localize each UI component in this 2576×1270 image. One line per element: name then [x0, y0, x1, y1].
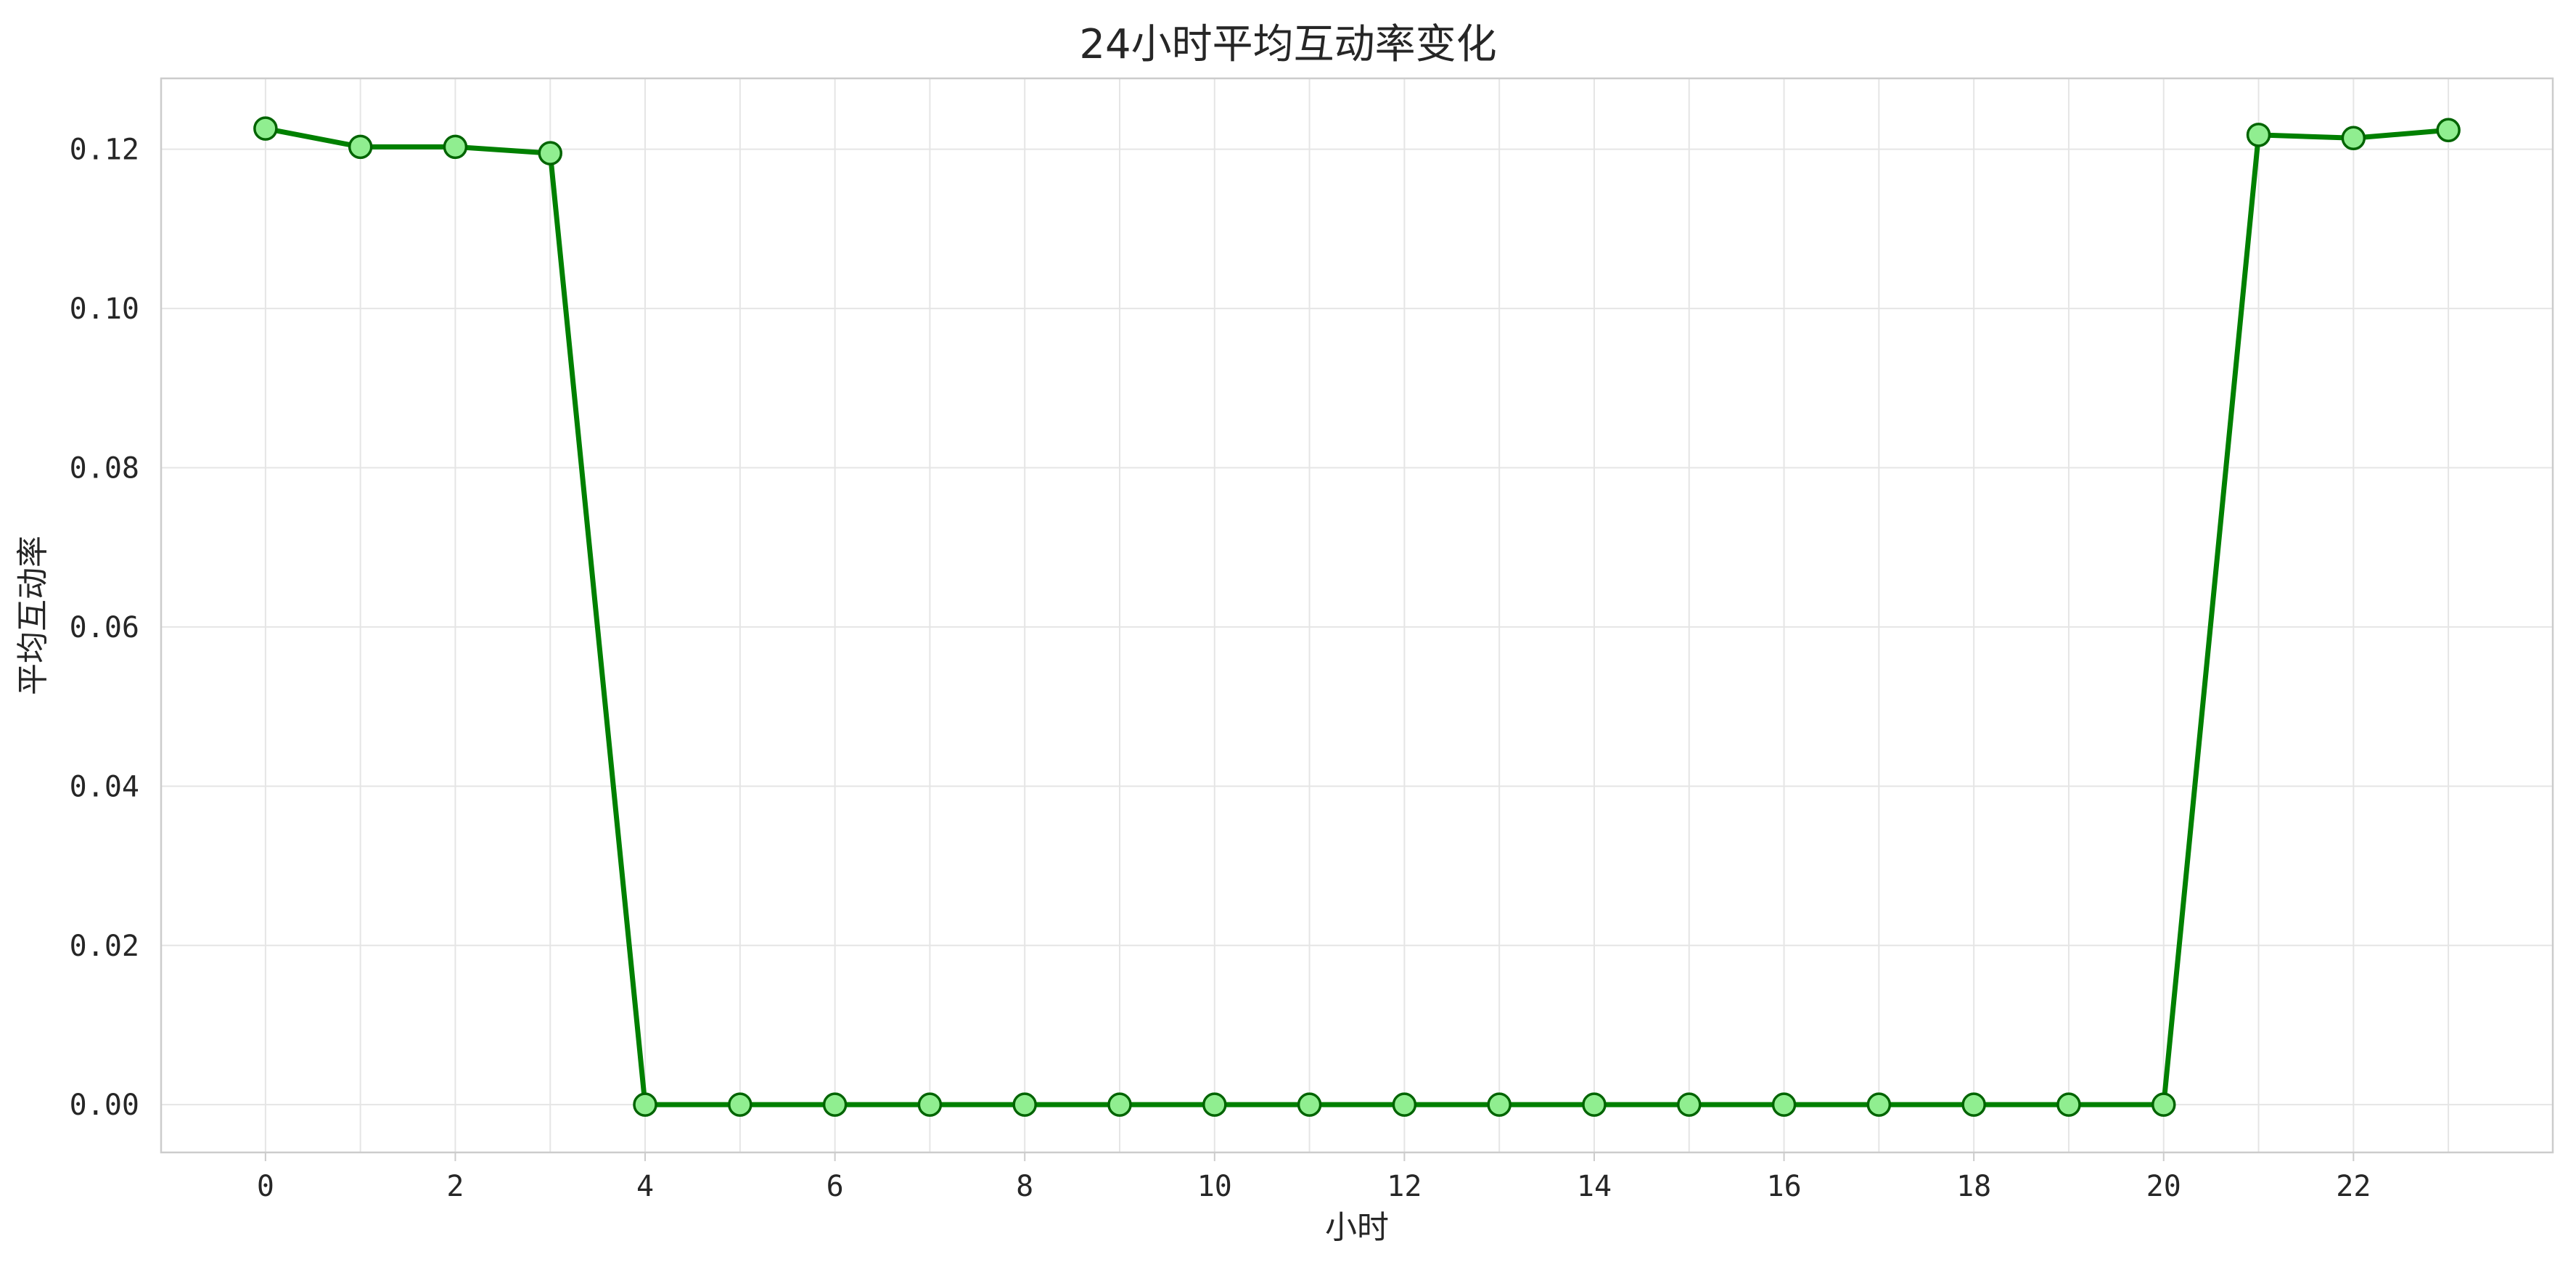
- data-point: [2246, 123, 2271, 147]
- x-tick-label: 8: [1016, 1170, 1033, 1203]
- data-point: [1297, 1092, 1322, 1117]
- series-line: [265, 126, 2449, 1107]
- data-point: [1392, 1092, 1417, 1117]
- data-point: [1771, 1092, 1797, 1117]
- y-axis-label: 平均互动率: [15, 536, 52, 695]
- x-tick-label: 6: [826, 1170, 844, 1203]
- data-point: [1487, 1092, 1511, 1117]
- x-axis-label: 小时: [1325, 1209, 1389, 1246]
- data-point: [443, 134, 468, 160]
- x-tick-label: 2: [446, 1170, 464, 1203]
- y-tick-label: 0.02: [70, 930, 139, 963]
- data-point: [1961, 1092, 1986, 1117]
- x-tick-label: 4: [636, 1170, 654, 1203]
- series-layer: [253, 116, 2461, 1117]
- data-point: [2436, 118, 2461, 143]
- data-point: [1677, 1092, 1702, 1117]
- x-tick-label: 22: [2336, 1170, 2371, 1203]
- x-tick-label: 20: [2146, 1170, 2181, 1203]
- grid-lines: [161, 78, 2553, 1152]
- data-point: [538, 141, 563, 165]
- data-point: [1866, 1092, 1892, 1117]
- data-point: [917, 1092, 943, 1117]
- y-tick-label: 0.10: [70, 292, 139, 326]
- data-point: [2056, 1092, 2081, 1117]
- y-tick-label: 0.08: [70, 451, 139, 485]
- data-point: [1202, 1092, 1227, 1117]
- plot-frame: [160, 77, 2554, 1154]
- data-point: [1107, 1092, 1132, 1117]
- y-tick-label: 0.04: [70, 770, 139, 803]
- y-tick-label: 0.12: [70, 134, 139, 167]
- data-point: [822, 1092, 848, 1117]
- x-tick-label: 0: [257, 1170, 274, 1203]
- data-point: [348, 134, 373, 160]
- data-point: [2151, 1092, 2176, 1117]
- data-point: [1012, 1092, 1037, 1117]
- data-point: [728, 1092, 752, 1117]
- axis-ticks: 0 2 4 6 8 10 12 14 16 18 20 22 0.00 0.02 0.04 0.06 0.08 0…: [70, 134, 2371, 1203]
- y-tick-label: 0.06: [70, 611, 139, 644]
- data-point: [253, 116, 278, 141]
- x-tick-label: 10: [1197, 1170, 1232, 1203]
- data-point: [1582, 1092, 1607, 1117]
- x-tick-label: 18: [1956, 1170, 1991, 1203]
- x-tick-label: 14: [1577, 1170, 1612, 1203]
- x-tick-label: 12: [1387, 1170, 1422, 1203]
- chart-title: 24小时平均互动率变化: [1079, 21, 1496, 68]
- y-tick-label: 0.00: [70, 1089, 139, 1122]
- data-point: [633, 1092, 657, 1117]
- x-tick-label: 16: [1766, 1170, 1801, 1203]
- data-point: [2341, 126, 2366, 151]
